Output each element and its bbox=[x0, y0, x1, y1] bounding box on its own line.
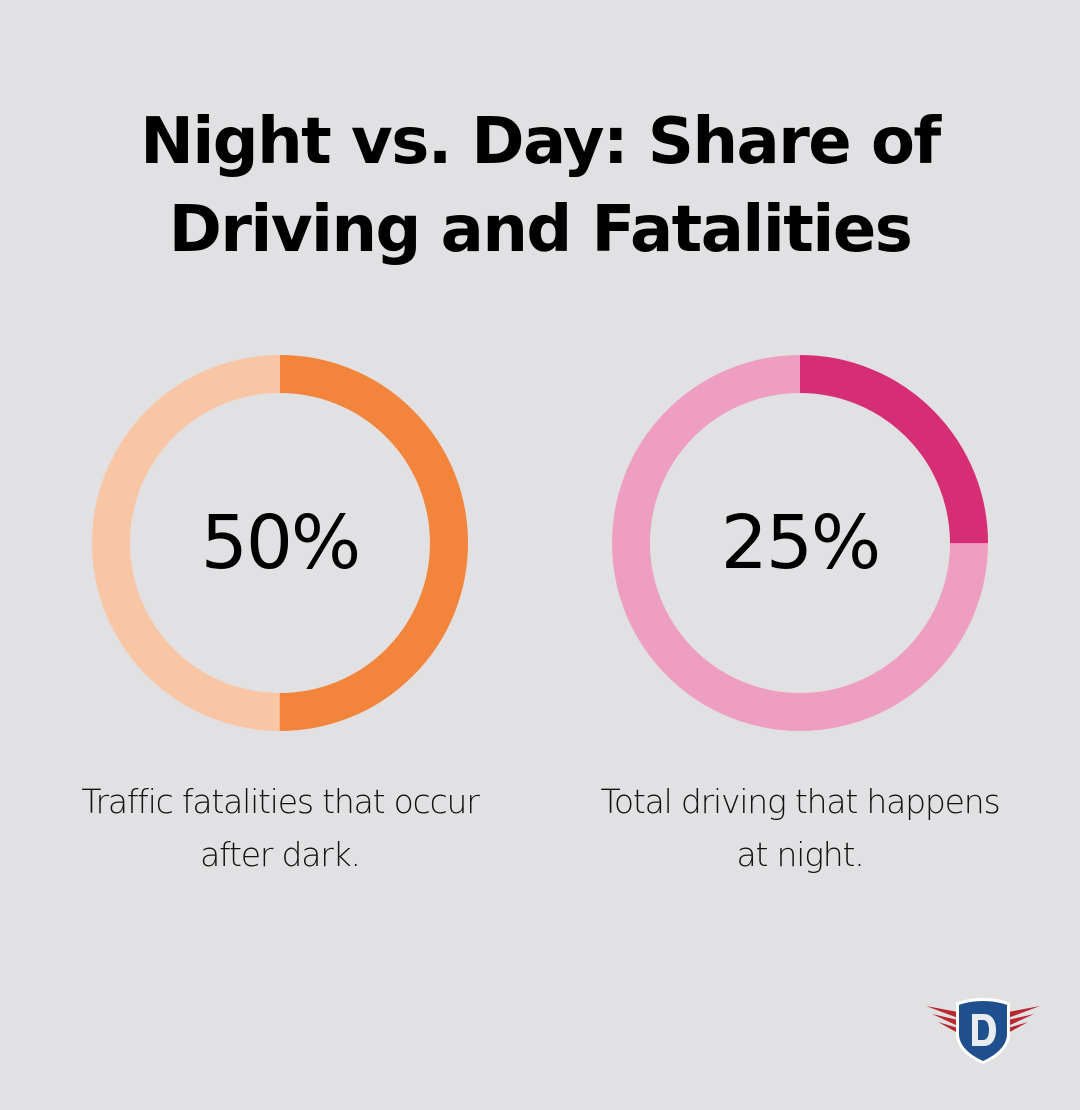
donut-value-label: 25% bbox=[720, 500, 881, 586]
donut-value-label: 50% bbox=[200, 500, 361, 586]
caption-fatalities: Traffic fatalities that occur after dark… bbox=[40, 775, 520, 881]
donut-highlight-segment bbox=[612, 355, 988, 731]
caption-line-2: at night. bbox=[736, 835, 864, 874]
donut-chart-fatalities: 50% bbox=[92, 355, 468, 731]
brand-logo bbox=[924, 994, 1042, 1066]
donut-ring-fatalities bbox=[92, 355, 468, 731]
donut-highlight-segment bbox=[92, 355, 468, 731]
title-line-1: Night vs. Day: Share of bbox=[140, 105, 941, 179]
donut-ring-night-driving bbox=[612, 355, 988, 731]
caption-night-driving: Total driving that happens at night. bbox=[560, 775, 1040, 881]
caption-line-2: after dark. bbox=[200, 835, 361, 874]
caption-line-1: Total driving that happens bbox=[600, 782, 1001, 821]
shield-wings-logo-icon bbox=[926, 998, 1040, 1064]
page-title: Night vs. Day: Share of Driving and Fata… bbox=[0, 98, 1080, 274]
title-line-2: Driving and Fatalities bbox=[168, 193, 913, 267]
caption-line-1: Traffic fatalities that occur bbox=[81, 782, 479, 821]
donut-chart-night-driving: 25% bbox=[612, 355, 988, 731]
